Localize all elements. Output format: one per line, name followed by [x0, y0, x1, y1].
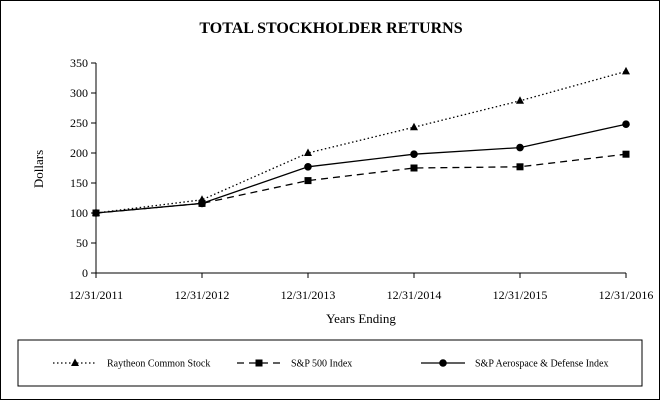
y-tick-label: 0	[82, 266, 88, 280]
y-tick-label: 100	[70, 206, 88, 220]
data-point	[410, 122, 418, 131]
series-line	[95, 70, 627, 214]
y-tick-label: 150	[70, 176, 88, 190]
legend-box	[17, 339, 643, 387]
data-point	[622, 120, 630, 128]
data-point	[304, 163, 312, 171]
y-tick-label: 300	[70, 86, 88, 100]
y-tick-label: 200	[70, 146, 88, 160]
data-point	[198, 199, 206, 208]
data-point	[516, 96, 524, 104]
legend-label: S&P Aerospace & Defense Index	[475, 359, 608, 370]
data-point	[622, 150, 630, 158]
axes: 0 50 100 150 200 250 300 350 12/31/2011 12/31/201…	[69, 56, 653, 302]
x-tick-label: 12/31/2013	[281, 288, 336, 302]
x-tick-label: 12/31/2014	[387, 288, 442, 302]
x-axis-label: Years Ending	[326, 311, 396, 326]
legend-label: S&P 500 Index	[291, 359, 352, 370]
data-point	[410, 150, 418, 158]
data-point	[516, 163, 524, 171]
data-point	[410, 164, 418, 172]
data-point	[622, 66, 630, 75]
legend-marker	[71, 358, 79, 366]
chart-title: TOTAL STOCKHOLDER RETURNS	[199, 20, 462, 37]
legend-label: Raytheon Common Stock	[107, 359, 210, 370]
data-point	[304, 177, 312, 185]
y-axis-label: Dollars	[31, 150, 46, 188]
legend-item-2: S&P 500 Index	[237, 359, 352, 370]
x-tick-label: 12/31/2015	[493, 288, 548, 302]
x-tick-label: 12/31/2011	[69, 288, 123, 302]
legend-item-1: Raytheon Common Stock	[53, 358, 210, 370]
legend: Raytheon Common Stock S&P 500 Index S&P Ae…	[53, 358, 608, 370]
x-tick-label: 12/31/2012	[175, 288, 230, 302]
legend-marker	[255, 359, 263, 367]
y-tick-label: 350	[70, 56, 88, 70]
series-line	[95, 123, 627, 214]
data-point	[304, 148, 312, 156]
data-point	[516, 143, 524, 152]
legend-marker	[439, 359, 447, 367]
y-tick-label: 50	[76, 236, 88, 250]
x-tick-label: 12/31/2016	[599, 288, 654, 302]
series-line	[95, 153, 627, 214]
legend-item-3: S&P Aerospace & Defense Index	[421, 359, 608, 370]
y-tick-label: 250	[70, 116, 88, 130]
series-3	[92, 120, 630, 217]
data-point	[92, 209, 100, 217]
series-layer	[92, 66, 630, 217]
